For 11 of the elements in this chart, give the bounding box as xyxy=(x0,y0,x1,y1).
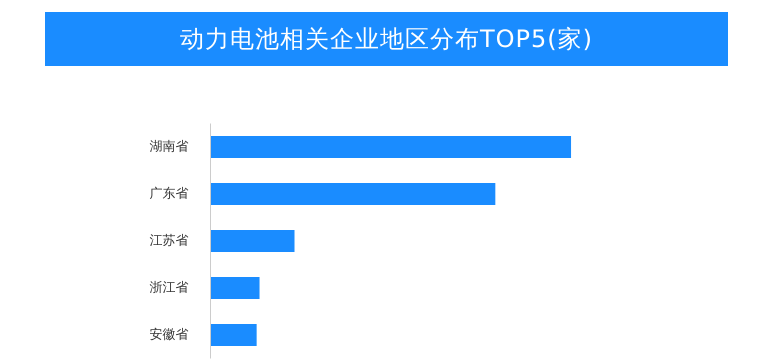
y-tick-label: 江苏省 xyxy=(150,234,188,248)
bar xyxy=(210,324,257,346)
y-tick-label: 广东省 xyxy=(150,186,188,202)
y-tick-label: 安徽省 xyxy=(150,326,188,342)
bar xyxy=(210,136,572,158)
y-tick-label: 湖南省 xyxy=(150,140,188,154)
chart-title: 动力电池相关企业地区分布TOP5(家) xyxy=(180,24,594,55)
bar xyxy=(210,230,295,252)
bar xyxy=(210,276,260,300)
bar xyxy=(210,182,496,206)
y-tick-label: 浙江省 xyxy=(150,280,188,296)
